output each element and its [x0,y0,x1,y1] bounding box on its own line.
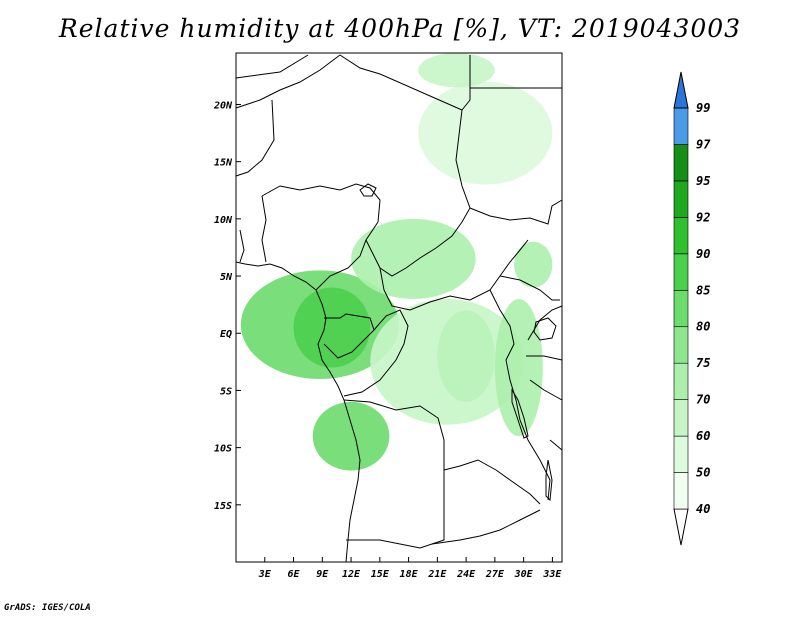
border-sudan [469,199,563,225]
lat-tick-label: 15N [214,158,233,169]
colorbar-segment [673,472,689,510]
colorbar-segment [673,217,689,255]
border-nigeria-cameroon [315,221,379,291]
colorbar-segment [673,107,689,145]
border-niger-nigeria [261,183,381,223]
humidity-region-lakes-region [494,298,543,437]
border-niger-libya [235,54,463,111]
humidity-fills [240,53,553,471]
border-mali-niger [235,99,275,177]
humidity-region-ethiopia-west [514,241,553,288]
lon-tick-label: 21E [427,569,447,580]
colorbar: 40 50 60 70 75 80 85 90 92 95 97 99 [673,71,711,546]
lat-tick-label: 15S [214,501,232,512]
colorbar-label: 90 [696,247,710,261]
lon-tick-label: 27E [485,569,505,580]
lon-tick-label: 12E [342,569,361,580]
lon-tick-label: 3E [258,569,272,580]
lon-tick-label: 30E [514,569,534,580]
colorbar-below-triangle [673,508,689,546]
border-south-sudan [499,275,560,301]
lon-tick-label: 18E [400,569,419,580]
lat-tick-label: 5S [220,386,232,397]
lat-tick-label: 20N [213,100,233,111]
colorbar-segment [673,362,689,400]
coastline-west [235,261,361,563]
humidity-region-sahara-top [418,53,495,88]
border-togo-ghana [239,229,245,263]
colorbar-label: 85 [696,283,710,297]
lon-tick-label: 6E [288,569,301,580]
lon-tick-label: 9E [316,569,329,580]
colorbar-label: 40 [696,502,710,516]
border-libya-egypt [461,55,562,111]
colorbar-label: 70 [696,393,710,407]
colorbar-segment [673,144,689,182]
colorbar-segment [673,253,689,291]
humidity-region-angola-coast [312,401,390,471]
lake-victoria [533,317,557,341]
colorbar-label: 60 [696,429,710,443]
lat-tick-label: 5N [220,272,233,283]
map-frame [235,52,563,563]
border-drc-east [489,289,551,501]
colorbar-label: 75 [696,356,710,370]
lat-tick-label: EQ [220,329,232,340]
colorbar-segment [673,435,689,473]
lon-tick-label: 15E [371,569,390,580]
chart-title: Relative humidity at 400hPa [%], VT: 201… [58,14,742,43]
colorbar-segment [673,289,689,328]
lon-tick-label: 33E [542,569,562,580]
humidity-region-cameroon-north [351,218,476,299]
lake-malawi [545,459,553,502]
border-benin [261,195,267,263]
border-car [379,239,529,311]
colorbar-label: 95 [696,174,710,188]
colorbar-label: 97 [696,137,711,151]
colorbar-above-triangle [673,71,689,109]
lat-tick-label: 10S [214,444,232,455]
credit-text: GrADS: IGES/COLA [4,603,91,613]
colorbar-label: 80 [696,320,710,334]
axis-ticks: 20N 15N 10N 5N EQ 5S 10S 15S 3E 6E 9E 12E 15E 18E 21E 2… [213,100,562,580]
colorbar-segment [673,326,689,364]
colorbar-label: 50 [696,466,710,480]
lat-tick-label: 10N [214,215,233,226]
lake-chad [359,183,377,197]
colorbar-label: 99 [696,101,710,115]
border-zambia-south [431,509,541,545]
lon-tick-label: 24E [456,569,476,580]
border-algeria-niger [235,54,341,109]
lake-tanganyika [511,388,529,439]
colorbar-segment [673,180,689,218]
humidity-region-congo-west [293,287,371,368]
border-tanzania [529,379,563,451]
humidity-region-sahel-north [418,81,553,185]
border-angola-zambia [346,470,445,549]
colorbar-segment [673,399,689,437]
border-congo-rep [343,309,409,397]
colorbar-label: 92 [696,210,710,224]
humidity-region-central-basin [370,298,524,425]
country-borders [235,54,563,563]
